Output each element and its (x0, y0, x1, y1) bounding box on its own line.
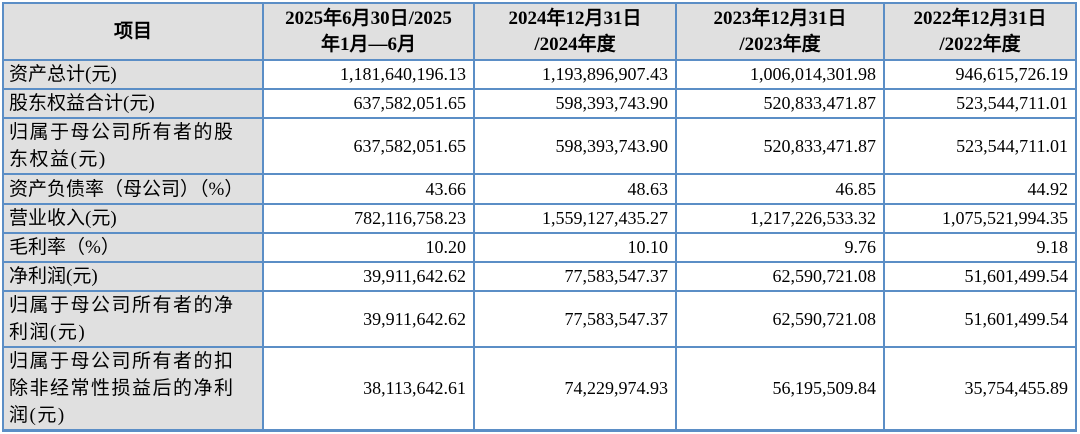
data-cell: 523,544,711.01 (883, 117, 1077, 175)
data-cell: 1,217,226,533.32 (675, 203, 885, 234)
data-cell: 946,615,726.19 (883, 59, 1077, 90)
data-cell: 62,590,721.08 (675, 290, 885, 348)
data-cell: 62,590,721.08 (675, 261, 885, 292)
data-cell: 598,393,743.90 (473, 117, 677, 175)
data-cell: 1,075,521,994.35 (883, 203, 1077, 234)
data-cell: 1,559,127,435.27 (473, 203, 677, 234)
header-cell-2025: 2025年6月30日/2025 年1月—6月 (262, 2, 475, 61)
data-cell: 35,754,455.89 (883, 346, 1077, 432)
data-cell: 1,193,896,907.43 (473, 59, 677, 90)
row-label: 归属于母公司所有者的净 利润(元) (2, 290, 264, 348)
table-row-net-profit: 净利润(元) 39,911,642.62 77,583,547.37 62,59… (2, 261, 1077, 292)
table-row-total-equity: 股东权益合计(元) 637,582,051.65 598,393,743.90 … (2, 88, 1077, 119)
row-label: 资产负债率（母公司）（%） (2, 173, 264, 205)
data-cell: 77,583,547.37 (473, 261, 677, 292)
data-cell: 46.85 (675, 173, 885, 205)
data-cell: 9.76 (675, 232, 885, 263)
table-row-parent-net-profit-deducted: 归属于母公司所有者的扣 除非经常性损益后的净利 润(元) 38,113,642.… (2, 346, 1077, 432)
data-cell: 523,544,711.01 (883, 88, 1077, 119)
data-cell: 38,113,642.61 (262, 346, 475, 432)
table-row-total-assets: 资产总计(元) 1,181,640,196.13 1,193,896,907.4… (2, 59, 1077, 90)
data-cell: 9.18 (883, 232, 1077, 263)
data-cell: 10.10 (473, 232, 677, 263)
header-cell-2022: 2022年12月31日 /2022年度 (883, 2, 1077, 61)
row-label: 毛利率（%） (2, 232, 264, 263)
data-cell: 782,116,758.23 (262, 203, 475, 234)
table-row-parent-net-profit: 归属于母公司所有者的净 利润(元) 39,911,642.62 77,583,5… (2, 290, 1077, 348)
data-cell: 520,833,471.87 (675, 117, 885, 175)
data-cell: 43.66 (262, 173, 475, 205)
row-label: 归属于母公司所有者的扣 除非经常性损益后的净利 润(元) (2, 346, 264, 432)
data-cell: 56,195,509.84 (675, 346, 885, 432)
row-label: 归属于母公司所有者的股 东权益(元) (2, 117, 264, 175)
row-label: 股东权益合计(元) (2, 88, 264, 119)
data-cell: 637,582,051.65 (262, 117, 475, 175)
row-label: 营业收入(元) (2, 203, 264, 234)
header-cell-2023: 2023年12月31日 /2023年度 (675, 2, 885, 61)
data-cell: 74,229,974.93 (473, 346, 677, 432)
data-cell: 10.20 (262, 232, 475, 263)
data-cell: 44.92 (883, 173, 1077, 205)
data-cell: 637,582,051.65 (262, 88, 475, 119)
data-cell: 77,583,547.37 (473, 290, 677, 348)
row-label: 资产总计(元) (2, 59, 264, 90)
data-cell: 51,601,499.54 (883, 261, 1077, 292)
table-row-revenue: 营业收入(元) 782,116,758.23 1,559,127,435.27 … (2, 203, 1077, 234)
table-row-parent-equity: 归属于母公司所有者的股 东权益(元) 637,582,051.65 598,39… (2, 117, 1077, 175)
header-row: 项目 2025年6月30日/2025 年1月—6月 2024年12月31日 /2… (2, 2, 1077, 61)
header-cell-2024: 2024年12月31日 /2024年度 (473, 2, 677, 61)
data-cell: 1,181,640,196.13 (262, 59, 475, 90)
data-cell: 1,006,014,301.98 (675, 59, 885, 90)
table-row-gross-margin: 毛利率（%） 10.20 10.10 9.76 9.18 (2, 232, 1077, 263)
row-label: 净利润(元) (2, 261, 264, 292)
data-cell: 39,911,642.62 (262, 261, 475, 292)
data-cell: 598,393,743.90 (473, 88, 677, 119)
data-cell: 39,911,642.62 (262, 290, 475, 348)
table-row-debt-ratio: 资产负债率（母公司）（%） 43.66 48.63 46.85 44.92 (2, 173, 1077, 205)
header-cell-item: 项目 (2, 2, 264, 61)
data-cell: 48.63 (473, 173, 677, 205)
data-cell: 520,833,471.87 (675, 88, 885, 119)
data-cell: 51,601,499.54 (883, 290, 1077, 348)
